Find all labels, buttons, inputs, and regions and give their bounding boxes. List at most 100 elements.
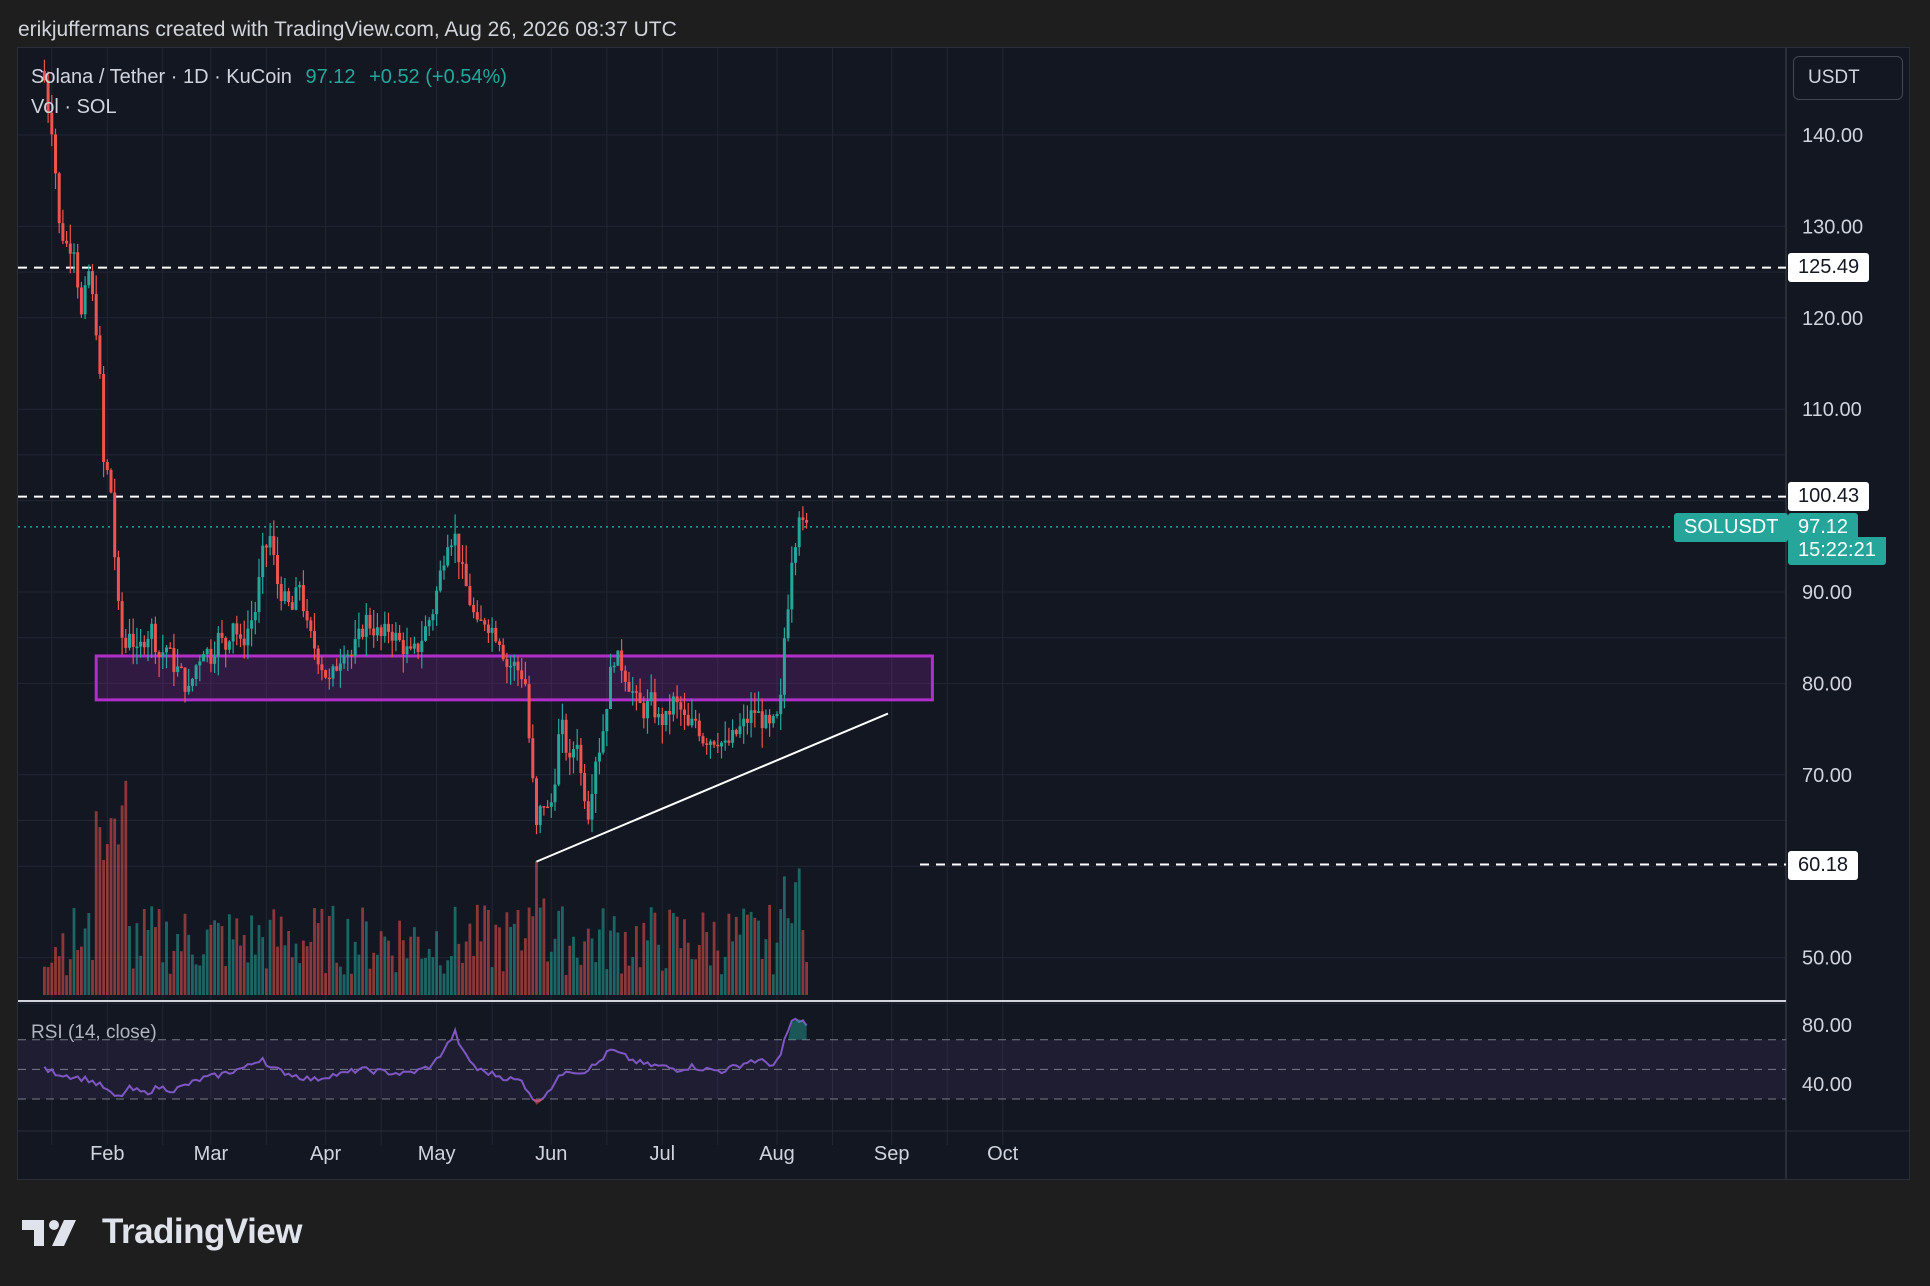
- candle-body: [557, 734, 561, 785]
- candle-body: [102, 374, 106, 462]
- volume-bar: [616, 932, 620, 995]
- candle-body: [346, 654, 350, 657]
- candle-body: [128, 633, 131, 648]
- volume-bar: [601, 908, 605, 995]
- volume-bar: [98, 827, 102, 995]
- volume-bar: [771, 974, 775, 995]
- candle-body: [305, 611, 309, 621]
- candle-body: [768, 714, 772, 724]
- candle-body: [113, 492, 117, 558]
- candle-body: [205, 648, 209, 655]
- candle-body: [786, 609, 790, 639]
- candle-body: [794, 547, 797, 563]
- candle-body: [638, 692, 642, 703]
- candle-body: [475, 612, 479, 620]
- volume-bar: [705, 932, 709, 995]
- candle-body: [202, 654, 205, 662]
- volume-bar: [583, 941, 586, 995]
- volume-bar: [194, 964, 198, 995]
- symbol-title: Solana / Tether · 1D · KuCoin: [31, 66, 292, 88]
- volume-bar: [779, 909, 783, 995]
- volume-bar: [660, 970, 664, 995]
- volume-bar: [401, 940, 405, 995]
- volume-bar: [568, 945, 572, 995]
- volume-bar: [113, 818, 117, 995]
- volume-bar: [68, 959, 72, 995]
- candle-body: [424, 626, 427, 641]
- volume-bar: [387, 940, 390, 995]
- candle-body: [531, 738, 535, 779]
- volume-bar: [716, 950, 720, 995]
- candle-body: [268, 536, 272, 548]
- candle-body: [224, 637, 228, 650]
- volume-bar: [572, 936, 575, 995]
- candle-body: [453, 533, 457, 546]
- candle-body: [594, 761, 598, 794]
- volume-bar: [54, 947, 57, 995]
- candle-body: [405, 646, 409, 655]
- candle-body: [486, 624, 490, 633]
- candle-body: [779, 694, 783, 714]
- volume-bar: [438, 965, 442, 995]
- currency-button[interactable]: USDT: [1793, 56, 1903, 100]
- x-tick-label: May: [418, 1143, 456, 1165]
- volume-bar: [265, 968, 268, 995]
- candle-body: [87, 271, 91, 286]
- volume-bar: [368, 968, 372, 995]
- volume-bar: [390, 955, 394, 995]
- candle-body: [472, 604, 476, 613]
- volume-bar: [313, 908, 316, 995]
- candle-body: [98, 335, 102, 375]
- volume-bar: [283, 945, 287, 995]
- volume-bar: [657, 944, 660, 995]
- volume-bar: [446, 960, 450, 995]
- candle-body: [657, 713, 661, 718]
- volume-bar: [498, 927, 501, 995]
- candle-body: [649, 692, 653, 702]
- volume-bar: [405, 958, 409, 995]
- candle-body: [523, 679, 527, 685]
- tradingview-wordmark: TradingView: [102, 1212, 303, 1251]
- candle-body: [620, 650, 624, 671]
- volume-bar: [783, 876, 786, 995]
- candle-body: [623, 670, 627, 682]
- candle-body: [731, 729, 735, 743]
- candle-body: [527, 684, 531, 739]
- candle-body: [239, 634, 242, 639]
- volume-bar: [487, 910, 490, 995]
- candle-body: [279, 583, 283, 602]
- candle-body: [61, 223, 65, 241]
- candle-body: [723, 740, 727, 743]
- volume-bar: [327, 915, 331, 995]
- x-tick-label: Oct: [987, 1143, 1019, 1165]
- candle-body: [253, 611, 257, 621]
- volume-bar: [353, 941, 357, 995]
- volume-bar: [727, 913, 731, 995]
- candle-body: [139, 641, 143, 647]
- candle-body: [597, 752, 601, 762]
- volume-bar: [383, 936, 387, 995]
- volume-bar: [220, 926, 224, 995]
- volume-bar: [379, 931, 383, 995]
- candle-body: [790, 562, 794, 610]
- candle-body: [379, 627, 383, 636]
- candle-body: [435, 590, 439, 615]
- candle-body: [364, 614, 368, 637]
- candle-body: [168, 647, 172, 649]
- candle-body: [131, 633, 135, 647]
- volume-bar: [117, 844, 120, 995]
- candle-body: [235, 623, 239, 635]
- candle-body: [50, 112, 54, 135]
- tradingview-logo[interactable]: TradingView: [20, 1212, 303, 1252]
- price-change-value: +0.52 (+0.54%): [369, 66, 507, 88]
- volume-bar: [120, 805, 124, 995]
- candle-body: [579, 744, 583, 773]
- volume-bar: [801, 930, 805, 995]
- volume-bar: [61, 933, 65, 995]
- volume-bar: [157, 909, 161, 995]
- volume-bar: [738, 934, 742, 995]
- candle-body: [335, 666, 339, 671]
- candle-body: [535, 778, 538, 826]
- candle-body: [46, 80, 50, 113]
